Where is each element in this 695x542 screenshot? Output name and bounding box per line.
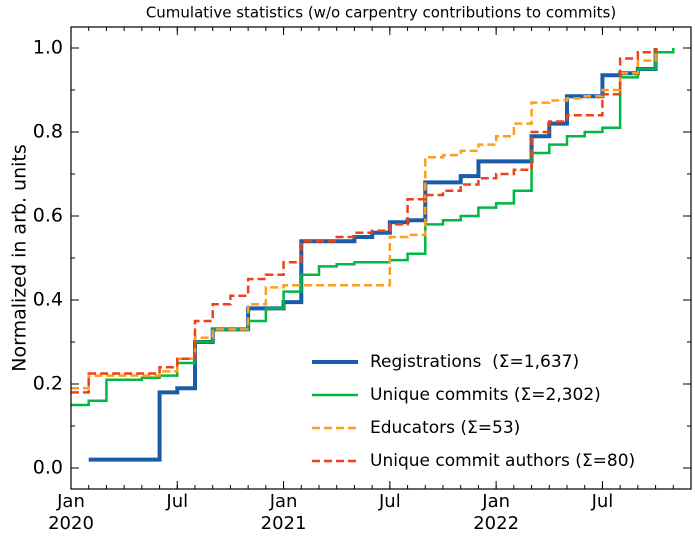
series-line <box>71 48 657 390</box>
y-tick-label: 0.0 <box>33 457 63 479</box>
x-tick-label: Jan 2022 <box>473 491 520 534</box>
legend-label: Registrations (Σ=1,637) <box>370 352 579 372</box>
y-tick-label: 1.0 <box>33 37 63 59</box>
x-tick-label: Jan 2020 <box>48 491 94 534</box>
series-line <box>71 48 657 394</box>
x-tick-label: Jul <box>378 491 401 512</box>
x-tick-label: Jan 2021 <box>260 491 307 534</box>
legend-label: Unique commit authors (Σ=80) <box>370 451 635 471</box>
y-tick-label: 0.6 <box>33 205 63 227</box>
chart-title: Cumulative statistics (w/o carpentry con… <box>146 4 616 22</box>
y-tick-label: 0.8 <box>33 121 63 143</box>
y-axis-label: Normalized in arb. units <box>9 144 31 371</box>
y-tick-label: 0.2 <box>33 373 63 395</box>
legend-label: Educators (Σ=53) <box>370 418 520 438</box>
legend-label: Unique commits (Σ=2,302) <box>370 385 601 405</box>
x-tick-label: Jul <box>166 491 189 512</box>
plot-frame <box>70 26 692 490</box>
y-tick-label: 0.4 <box>33 289 63 311</box>
x-tick-label: Jul <box>591 491 614 512</box>
